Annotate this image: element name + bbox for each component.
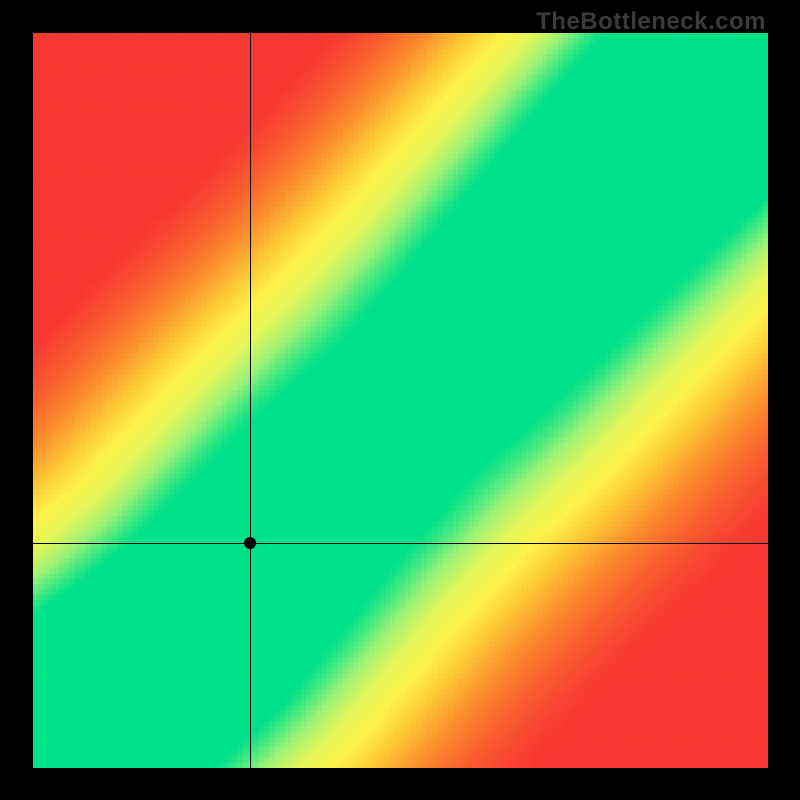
watermark-text: TheBottleneck.com	[536, 8, 766, 36]
crosshair-marker	[244, 537, 256, 549]
heatmap-canvas	[33, 33, 768, 768]
bottleneck-heatmap	[33, 33, 768, 768]
crosshair-vertical	[250, 33, 251, 768]
crosshair-horizontal	[33, 543, 768, 544]
